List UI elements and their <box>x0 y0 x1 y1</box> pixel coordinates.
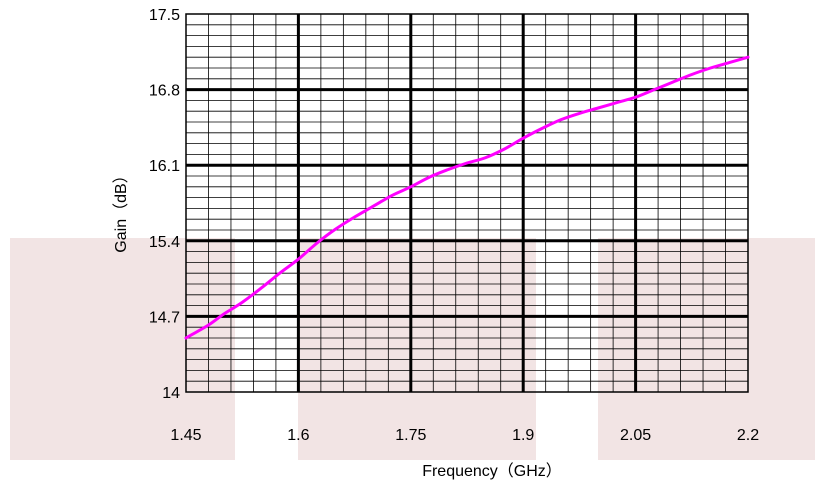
x-tick-label: 1.75 <box>395 427 426 444</box>
y-tick-label: 15.4 <box>149 234 180 251</box>
x-tick-labels: 1.45 1.6 1.75 1.9 2.05 2.2 <box>170 427 759 444</box>
x-axis-title: Frequency（GHz） <box>422 462 562 480</box>
y-tick-labels: 14 14.7 15.4 16.1 16.8 17.5 <box>149 7 180 402</box>
x-tick-label: 2.2 <box>737 427 759 444</box>
x-tick-label: 2.05 <box>620 427 651 444</box>
minor-grid <box>186 14 748 392</box>
y-tick-label: 16.8 <box>149 83 180 100</box>
y-tick-label: 14 <box>162 385 180 402</box>
y-tick-label: 17.5 <box>149 7 180 24</box>
x-tick-label: 1.6 <box>287 427 309 444</box>
x-tick-label: 1.45 <box>170 427 201 444</box>
y-tick-label: 16.1 <box>149 158 180 175</box>
major-grid <box>186 14 748 392</box>
series-layer <box>184 55 750 340</box>
series-line <box>184 55 750 340</box>
plot-border <box>185 13 749 393</box>
x-tick-label: 1.9 <box>512 427 534 444</box>
y-axis-title: Gain（dB） <box>112 167 130 252</box>
y-tick-label: 14.7 <box>149 309 180 326</box>
